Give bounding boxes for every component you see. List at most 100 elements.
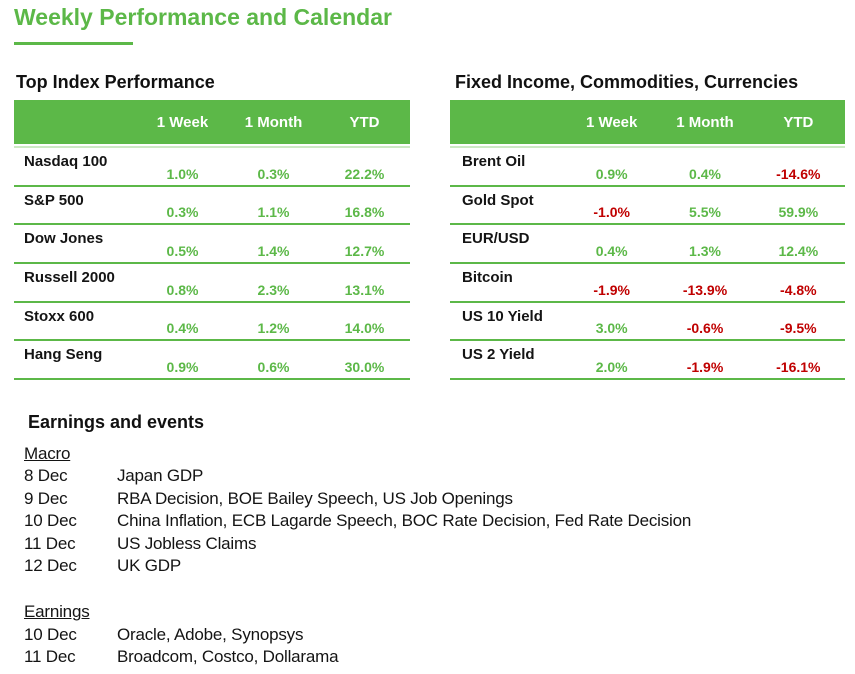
header-separator: [14, 146, 410, 148]
row-value: 0.4%: [689, 165, 721, 182]
fixed-income-title: Fixed Income, Commodities, Currencies: [455, 72, 799, 92]
event-row: 9 Dec RBA Decision, BOE Bailey Speech, US…: [24, 488, 834, 510]
row-value: 1.3%: [689, 243, 721, 260]
row-value: 22.2%: [344, 165, 385, 182]
column-header: 1 Week: [585, 113, 638, 131]
row-value: 0.3%: [166, 204, 199, 221]
event-description: China Inflation, ECB Lagarde Speech, BOC…: [117, 511, 692, 531]
row-value: -13.9%: [682, 281, 728, 298]
header-separator: [450, 146, 845, 148]
row-label: Russell 2000: [24, 269, 115, 287]
top-index-performance-title: Top Index Performance: [16, 72, 215, 92]
row-label: S&P 500: [24, 191, 84, 209]
events-subsection: Macro 8 Dec Japan GDP 9 Dec RBA Decision, BO…: [24, 443, 834, 577]
row-label: Gold Spot: [462, 191, 534, 209]
row-value: 2.3%: [257, 281, 290, 298]
row-value: 0.4%: [166, 320, 199, 337]
table-row: US 10 Yield 3.0% -0.6% -9.5%: [450, 303, 845, 342]
earnings-events-heading: Earnings and events: [28, 412, 205, 432]
row-value: 30.0%: [344, 359, 385, 376]
row-value: -0.6%: [686, 320, 724, 337]
event-description: Broadcom, Costco, Dollarama: [117, 647, 339, 667]
event-description: US Jobless Claims: [117, 533, 257, 553]
event-date: 10 Dec: [24, 624, 77, 644]
row-value: 12.4%: [778, 243, 819, 260]
table-header-row: 1 Week 1 Month YTD: [14, 100, 410, 144]
table-row: S&P 500 0.3% 1.1% 16.8%: [14, 187, 410, 226]
column-header: 1 Week: [156, 113, 209, 131]
row-value: 0.9%: [595, 165, 628, 182]
events-list: Macro 8 Dec Japan GDP 9 Dec RBA Decision, BO…: [24, 443, 834, 669]
events-subsection-title: Macro: [24, 444, 71, 463]
table-row: EUR/USD 0.4% 1.3% 12.4%: [450, 225, 845, 265]
row-value: 16.8%: [344, 204, 385, 221]
event-date: 11 Dec: [24, 647, 76, 667]
table-header-row: 1 Week 1 Month YTD: [450, 100, 845, 144]
event-date: 8 Dec: [24, 466, 68, 486]
column-header: YTD: [783, 113, 814, 131]
column-header: 1 Month: [244, 113, 303, 131]
row-value: 0.8%: [166, 281, 199, 298]
events-subsection-title: Earnings: [24, 602, 90, 622]
top-index-performance-table: 1 Week 1 Month YTD Nasdaq 100 1.0% 0.3% 22.2% S…: [14, 100, 410, 381]
event-description: RBA Decision, BOE Bailey Speech, US Job …: [117, 488, 513, 508]
row-label: Dow Jones: [24, 230, 104, 248]
row-value: 14.0%: [344, 320, 385, 337]
event-row: 12 Dec UK GDP: [24, 555, 834, 577]
event-date: 9 Dec: [24, 488, 68, 508]
row-value: -16.1%: [776, 359, 821, 376]
event-date: 11 Dec: [24, 533, 76, 553]
table-row: Gold Spot -1.0% 5.5% 59.9%: [450, 187, 845, 226]
row-value: 2.0%: [595, 359, 628, 376]
row-value: 1.1%: [257, 204, 290, 221]
event-description: Oracle, Adobe, Synopsys: [117, 624, 304, 644]
event-date: 12 Dec: [24, 556, 77, 576]
row-value: 0.4%: [595, 243, 628, 260]
event-row: 10 Dec China Inflation, ECB Lagarde Speec…: [24, 510, 834, 532]
top-index-performance-section: Top Index Performance 1 Week 1 Month YTD Na…: [14, 72, 410, 381]
row-value: -1.0%: [593, 204, 630, 221]
row-value: 12.7%: [344, 243, 385, 260]
row-value: 1.4%: [257, 243, 290, 260]
row-value: 1.2%: [257, 320, 290, 337]
event-description: Japan GDP: [117, 466, 204, 486]
row-label: US 2 Yield: [462, 346, 535, 364]
table-row: Brent Oil 0.9% 0.4% -14.6%: [450, 148, 845, 187]
row-label: Bitcoin: [462, 269, 513, 287]
row-label: EUR/USD: [462, 230, 530, 248]
table-row: Stoxx 600 0.4% 1.2% 14.0%: [14, 303, 410, 342]
event-row: 11 Dec Broadcom, Costco, Dollarama: [24, 646, 834, 668]
event-date: 10 Dec: [24, 511, 77, 531]
events-subsection: Earnings 10 Dec Oracle, Adobe, Synopsys 11 …: [24, 601, 834, 668]
row-label: Brent Oil: [462, 153, 526, 170]
row-value: 0.5%: [166, 243, 199, 260]
table-row: Dow Jones 0.5% 1.4% 12.7%: [14, 225, 410, 265]
row-label: Stoxx 600: [24, 307, 95, 325]
fixed-income-table: 1 Week 1 Month YTD Brent Oil 0.9% 0.4% -14.6% G…: [450, 100, 845, 381]
title-underline: [14, 42, 133, 45]
row-value: 13.1%: [344, 281, 385, 298]
row-value: 59.9%: [778, 204, 819, 221]
page-title: Weekly Performance and Calendar: [14, 4, 392, 30]
row-value: -1.9%: [686, 359, 724, 376]
row-value: -4.8%: [780, 281, 817, 298]
row-value: 3.0%: [595, 320, 628, 337]
column-header: YTD: [349, 113, 380, 131]
column-header: 1 Month: [676, 113, 734, 131]
row-value: -1.9%: [593, 281, 630, 298]
row-value: -14.6%: [776, 165, 821, 182]
event-description: UK GDP: [117, 556, 181, 576]
table-row: Hang Seng 0.9% 0.6% 30.0%: [14, 341, 410, 381]
row-value: 0.3%: [257, 165, 290, 182]
fixed-income-section: Fixed Income, Commodities, Currencies 1 …: [450, 72, 845, 381]
event-row: 11 Dec US Jobless Claims: [24, 533, 834, 555]
row-label: Hang Seng: [24, 346, 103, 364]
table-row: US 2 Yield 2.0% -1.9% -16.1%: [450, 341, 845, 381]
event-row: 8 Dec Japan GDP: [24, 465, 834, 487]
table-row: Russell 2000 0.8% 2.3% 13.1%: [14, 264, 410, 303]
table-row: Bitcoin -1.9% -13.9% -4.8%: [450, 264, 845, 303]
row-value: 5.5%: [689, 204, 721, 221]
table-row: Nasdaq 100 1.0% 0.3% 22.2%: [14, 148, 410, 187]
row-value: -9.5%: [780, 320, 817, 337]
row-value: 1.0%: [166, 165, 199, 182]
